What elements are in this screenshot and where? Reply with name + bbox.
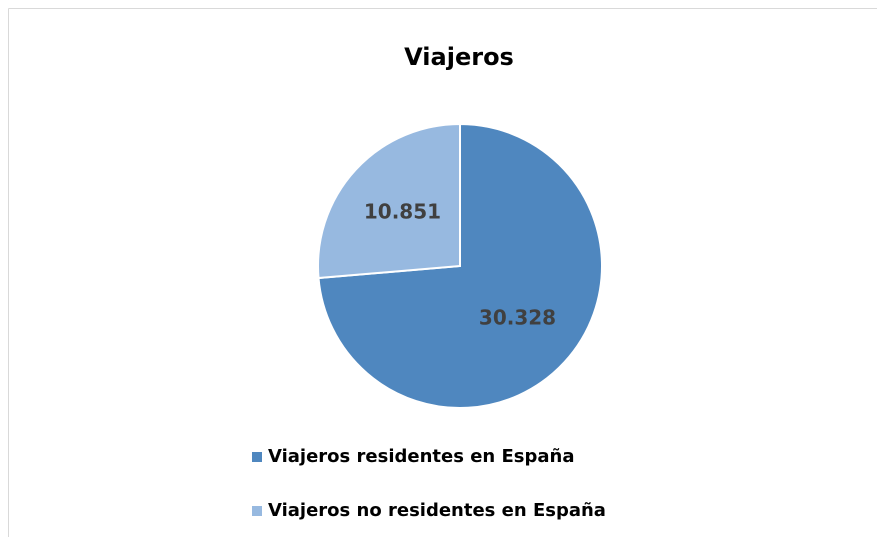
legend-swatch <box>252 452 262 462</box>
legend-label: Viajeros residentes en España <box>268 446 575 467</box>
chart-title: Viajeros <box>404 43 514 71</box>
legend-label: Viajeros no residentes en España <box>268 500 606 521</box>
legend-swatch <box>252 506 262 516</box>
data-label: 10.851 <box>364 200 441 224</box>
pie-slice <box>317 122 461 280</box>
data-label: 30.328 <box>479 305 556 329</box>
